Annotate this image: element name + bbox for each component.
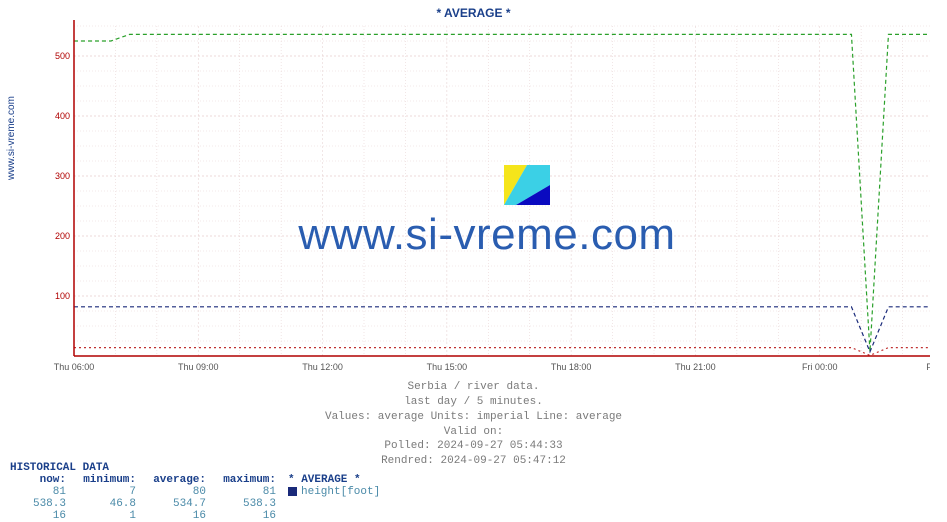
info-polled: Polled: 2024-09-27 05:44:33 [0,439,947,454]
table-row: 16 1 16 16 [10,510,384,522]
info-source: Serbia / river data. [0,380,947,395]
info-block: Serbia / river data. last day / 5 minute… [0,380,947,469]
table-row: 81 7 80 81 height[foot] [10,486,384,498]
svg-text:500: 500 [55,51,70,61]
hist-series-unit: height[foot] [280,486,384,498]
svg-text:300: 300 [55,171,70,181]
hist-col-avg: average: [140,474,210,486]
hist-col-max: maximum: [210,474,280,486]
svg-text:Fri 03:00: Fri 03:00 [926,362,930,370]
hist-series-label: * AVERAGE * [280,474,384,486]
svg-text:Fri 00:00: Fri 00:00 [802,362,838,370]
historical-data-block: HISTORICAL DATA now: minimum: average: m… [10,462,384,522]
info-period: last day / 5 minutes. [0,395,947,410]
historical-title: HISTORICAL DATA [10,462,384,474]
historical-header-row: now: minimum: average: maximum: * AVERAG… [10,474,384,486]
legend-marker-icon [288,487,297,496]
svg-text:Thu 15:00: Thu 15:00 [427,362,468,370]
table-row: 538.3 46.8 534.7 538.3 [10,498,384,510]
svg-text:Thu 12:00: Thu 12:00 [302,362,343,370]
svg-text:Thu 21:00: Thu 21:00 [675,362,716,370]
svg-text:Thu 18:00: Thu 18:00 [551,362,592,370]
hist-col-now: now: [10,474,70,486]
chart-area: 100 200 300 400 500 Thu 06:00 Thu 09:00 Thu 12:… [44,20,930,370]
svg-text:400: 400 [55,111,70,121]
hist-col-min: minimum: [70,474,140,486]
info-values: Values: average Units: imperial Line: av… [0,410,947,425]
svg-text:200: 200 [55,231,70,241]
svg-text:Thu 09:00: Thu 09:00 [178,362,219,370]
historical-table: now: minimum: average: maximum: * AVERAG… [10,474,384,522]
plot-svg: 100 200 300 400 500 Thu 06:00 Thu 09:00 Thu 12:… [44,20,930,370]
svg-text:Thu 06:00: Thu 06:00 [54,362,95,370]
svg-text:100: 100 [55,291,70,301]
chart-title: * AVERAGE * [0,0,947,20]
info-valid: Valid on: [0,425,947,440]
y-axis-label: www.si-vreme.com [6,96,17,180]
